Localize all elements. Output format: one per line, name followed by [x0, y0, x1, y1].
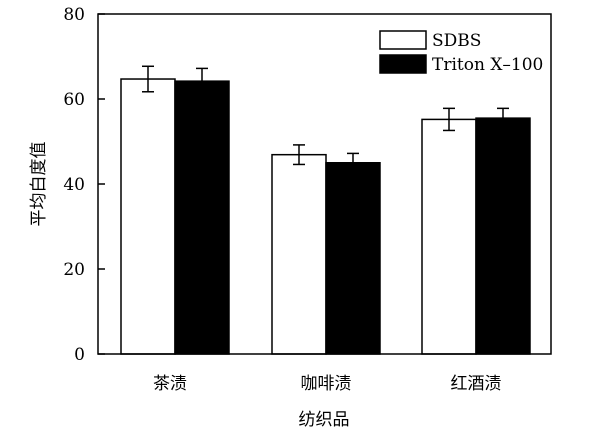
bar-sdbs-0 [120, 78, 176, 355]
error-bar [497, 107, 509, 129]
bar-triton-2 [475, 117, 531, 355]
category-labels-layer: 茶渍 咖啡渍 红酒渍 [153, 374, 502, 394]
y-tick-label: 20 [63, 260, 85, 280]
bar-sdbs-1 [271, 153, 327, 355]
legend-label-sdbs: SDBS [432, 31, 481, 51]
bars-layer [120, 78, 531, 355]
error-bars-layer [142, 65, 509, 173]
category-label: 红酒渍 [451, 374, 502, 394]
legend-label-triton: Triton X–100 [432, 55, 543, 75]
x-axis-title: 纺织品 [299, 410, 350, 430]
y-ticks-layer: 0 20 40 60 80 [63, 5, 105, 365]
y-tick-label: 60 [63, 90, 85, 110]
y-tick-label: 40 [63, 175, 85, 195]
bar-sdbs-2 [421, 118, 477, 355]
error-bar [293, 144, 305, 166]
legend-swatch-sdbs [379, 30, 427, 50]
error-bar [443, 107, 455, 132]
y-tick-label: 0 [74, 345, 85, 365]
error-bar [347, 152, 359, 173]
bar-triton-1 [325, 162, 381, 355]
legend: SDBS Triton X–100 [379, 30, 543, 75]
y-axis-title: 平均白度值 [29, 142, 49, 227]
category-label: 咖啡渍 [301, 374, 352, 394]
error-bar [196, 67, 208, 95]
legend-swatch-triton [379, 54, 427, 74]
error-bar [142, 65, 154, 93]
category-label: 茶渍 [153, 374, 187, 394]
y-tick-label: 80 [63, 5, 85, 25]
bar-triton-0 [174, 80, 230, 355]
